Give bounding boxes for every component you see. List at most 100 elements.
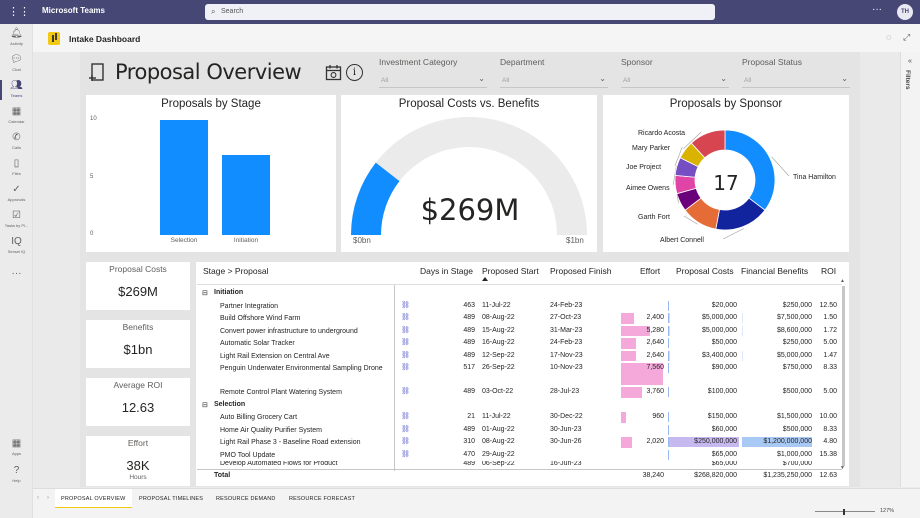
column-header[interactable]: Proposed Finish <box>550 266 612 276</box>
slicer-department[interactable]: Department All ⌄ <box>500 57 608 91</box>
proposed-start: 06-Sep-22 <box>482 461 515 467</box>
rail-item-help[interactable]: ? Help <box>0 463 33 489</box>
avatar[interactable]: TH <box>897 4 913 20</box>
rail-item-iq[interactable]: IQ Sensei IQ <box>0 234 33 260</box>
search-placeholder: Search <box>221 8 244 15</box>
tab-resource-demand[interactable]: RESOURCE DEMAND <box>216 496 276 502</box>
slicer-dropdown[interactable]: All ⌄ <box>621 72 729 88</box>
bell-icon: 🔔︎ <box>10 28 23 39</box>
more-options-icon[interactable]: ··· <box>872 4 882 15</box>
prev-page-icon[interactable]: ‹ <box>37 495 39 501</box>
table-group-row[interactable]: ⊟ Initiation <box>197 287 842 300</box>
link-icon[interactable]: ⛓︎ <box>401 425 410 433</box>
table-row[interactable]: Light Rail Phase 3 - Baseline Road exten… <box>197 436 842 449</box>
rail-item-tasks[interactable]: ☑ Tasks by Pl... <box>0 208 33 234</box>
table-row[interactable]: Home Air Quality Purifier System ⛓︎ 489 01-… <box>197 424 842 437</box>
collapse-icon[interactable]: ⊟ <box>202 290 208 297</box>
column-header[interactable]: Days in Stage <box>420 266 473 276</box>
table-row[interactable]: Convert power infrastructure to undergro… <box>197 325 842 338</box>
table-scrollbar[interactable] <box>842 286 845 466</box>
chevron-down-icon: ⌄ <box>478 74 485 83</box>
link-icon[interactable]: ⛓︎ <box>401 314 410 321</box>
rail-item-file[interactable]: ▯ Files <box>0 156 33 182</box>
tab-resource-forecast[interactable]: RESOURCE FORECAST <box>289 496 356 502</box>
slicer-proposal-status[interactable]: Proposal Status All ⌄ <box>742 57 850 91</box>
calendar-refresh-icon[interactable] <box>325 64 342 81</box>
rail-label: Help <box>12 478 21 483</box>
link-icon[interactable]: ⛓︎ <box>401 301 410 309</box>
kpi-value: 12.63 <box>121 400 155 415</box>
rail-item-chat[interactable]: 💬︎ Chat <box>0 52 33 78</box>
app-launcher-icon[interactable]: ⋮⋮ <box>8 6 30 18</box>
table-row[interactable]: Auto Billing Grocery Cart ⛓︎ 21 11-Jul-22 30… <box>197 411 842 424</box>
rail-item-calendar[interactable]: ▦ Calendar <box>0 104 33 130</box>
donut-center-value: 17 <box>713 171 739 195</box>
slicer-investment-category[interactable]: Investment Category All ⌄ <box>379 57 487 91</box>
column-header[interactable]: Financial Benefits <box>741 266 809 276</box>
rail-item-more[interactable]: ··· <box>0 266 33 292</box>
tab-proposal-timelines[interactable]: PROPOSAL TIMELINES <box>139 496 204 502</box>
table-row[interactable]: Develop Automated Flows for Product 489 06… <box>197 461 842 467</box>
kpi-card-effort: Effort 38K Hours <box>86 436 190 486</box>
filters-pane[interactable]: « Filters <box>900 52 920 487</box>
next-page-icon[interactable]: › <box>47 495 49 501</box>
financial-benefit: $1,200,000,000 <box>763 438 812 445</box>
gauge-max: $1bn <box>566 236 584 245</box>
table-group-row[interactable]: ⊟ Selection <box>197 399 842 412</box>
search-input[interactable]: ⌕ Search <box>205 4 715 20</box>
column-header[interactable]: Proposed Start <box>482 266 539 276</box>
scroll-down-icon[interactable]: ▼ <box>840 465 845 471</box>
table-row[interactable]: PMO Tool Update ⛓︎ 470 29-Aug-22 $65,000 $1,0… <box>197 449 842 462</box>
collapse-icon[interactable]: ⊟ <box>202 401 208 409</box>
rail-item-bell[interactable]: 🔔︎ Activity <box>0 26 33 52</box>
days-in-stage: 489 <box>463 339 475 346</box>
bar-initiation[interactable] <box>222 154 270 235</box>
calendar-icon: ▦ <box>11 106 22 117</box>
rail-item-approvals[interactable]: ✓ Approvals <box>0 182 33 208</box>
approvals-icon: ✓ <box>12 184 21 195</box>
table-row[interactable]: Automatic Solar Tracker ⛓︎ 489 16-Aug-22 24-… <box>197 337 842 350</box>
column-header[interactable]: Proposal Costs <box>676 266 734 276</box>
rail-item-phone[interactable]: ✆ Calls <box>0 130 33 156</box>
table-row[interactable]: Light Rail Extension on Central Ave ⛓︎ 489… <box>197 350 842 363</box>
slicer-value: All <box>381 77 389 84</box>
bar-selection[interactable] <box>160 120 208 235</box>
info-icon[interactable]: i <box>346 64 363 81</box>
tab-proposal-overview[interactable]: PROPOSAL OVERVIEW <box>55 489 132 509</box>
zoom-slider-knob[interactable] <box>843 509 845 515</box>
days-in-stage: 21 <box>467 413 475 420</box>
column-header[interactable]: Stage > Proposal <box>203 266 269 276</box>
link-icon[interactable]: ⛓︎ <box>401 364 410 371</box>
kpi-label: Average ROI <box>113 380 163 390</box>
total-label: Total <box>214 472 231 479</box>
link-icon[interactable]: ⛓︎ <box>401 388 410 395</box>
link-icon[interactable]: ⛓︎ <box>401 450 410 458</box>
link-icon[interactable]: ⛓︎ <box>401 413 410 420</box>
slicer-dropdown[interactable]: All ⌄ <box>742 72 850 88</box>
table-row[interactable]: Build Offshore Wind Farm ⛓︎ 489 08-Aug-22 27… <box>197 312 842 325</box>
column-header[interactable]: Effort <box>640 266 661 276</box>
link-icon[interactable]: ⛓︎ <box>401 339 410 346</box>
conversation-icon[interactable]: ◌ <box>886 32 892 42</box>
table-row[interactable]: Partner Integration ⛓︎ 463 11-Jul-22 24-Feb-… <box>197 300 842 313</box>
effort-bar <box>621 338 636 349</box>
donut-slice-other[interactable] <box>690 129 726 159</box>
collapse-filters-icon[interactable]: « <box>908 58 912 65</box>
rail-item-teams[interactable]: 👥︎ Teams <box>0 78 33 104</box>
table-row[interactable]: Penguin Underwater Environmental Samplin… <box>197 362 842 386</box>
zoom-slider[interactable] <box>815 511 875 512</box>
scroll-up-icon[interactable]: ▲ <box>840 278 845 284</box>
column-divider <box>394 285 395 471</box>
expand-icon[interactable]: ⤢ <box>903 32 911 42</box>
slicer-dropdown[interactable]: All ⌄ <box>379 72 487 88</box>
link-icon[interactable]: ⛓︎ <box>401 438 410 445</box>
slicer-sponsor[interactable]: Sponsor All ⌄ <box>621 57 729 91</box>
table-row[interactable]: Remote Control Plant Watering System ⛓︎ 48… <box>197 386 842 399</box>
column-header[interactable]: ROI <box>821 266 837 276</box>
benefit-bar <box>742 313 743 323</box>
link-icon[interactable]: ⛓︎ <box>401 326 410 334</box>
rail-item-apps[interactable]: ▦ Apps <box>0 436 33 462</box>
slicer-label: Department <box>500 57 545 67</box>
link-icon[interactable]: ⛓︎ <box>401 351 410 359</box>
slicer-dropdown[interactable]: All ⌄ <box>500 72 608 88</box>
